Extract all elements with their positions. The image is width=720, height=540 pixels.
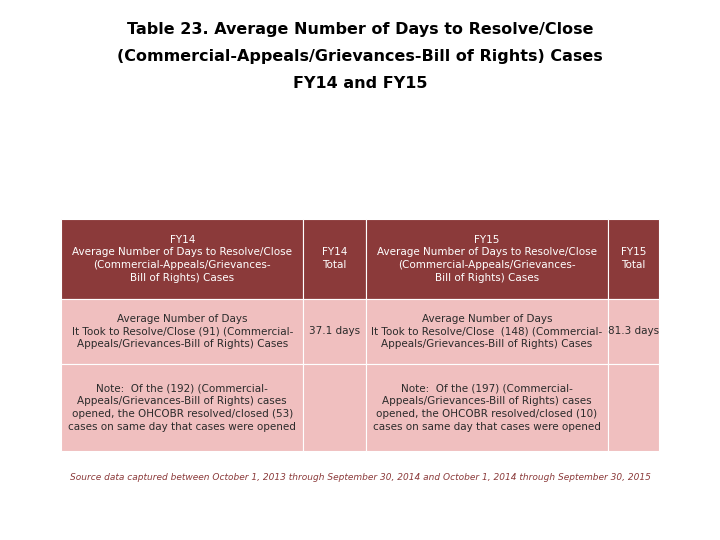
Text: 37.1 days: 37.1 days [309, 326, 360, 336]
Bar [608, 219, 659, 299]
Bar [61, 364, 303, 451]
Text: 81.3 days: 81.3 days [608, 326, 659, 336]
Bar [303, 299, 366, 364]
Text: Source data captured between October 1, 2013 through September 30, 2014 and Octo: Source data captured between October 1, … [70, 474, 650, 482]
Bar [61, 219, 303, 299]
Text: (Commercial-Appeals/Grievances-Bill of Rights) Cases: (Commercial-Appeals/Grievances-Bill of R… [117, 49, 603, 64]
Text: Average Number of Days
It Took to Resolve/Close (91) (Commercial-
Appeals/Grieva: Average Number of Days It Took to Resolv… [71, 314, 293, 349]
Bar [608, 299, 659, 364]
Bar [366, 299, 608, 364]
Text: Table 23. Average Number of Days to Resolve/Close: Table 23. Average Number of Days to Reso… [127, 22, 593, 37]
Bar [303, 219, 366, 299]
Text: FY14
Total: FY14 Total [322, 247, 347, 270]
Text: FY14 and FY15: FY14 and FY15 [293, 76, 427, 91]
Text: FY14
Average Number of Days to Resolve/Close
(Commercial-Appeals/Grievances-
Bil: FY14 Average Number of Days to Resolve/C… [72, 234, 292, 283]
Bar [608, 364, 659, 451]
Bar [366, 364, 608, 451]
Bar [61, 299, 303, 364]
Text: Note:  Of the (197) (Commercial-
Appeals/Grievances-Bill of Rights) cases
opened: Note: Of the (197) (Commercial- Appeals/… [373, 383, 601, 431]
Text: FY15
Average Number of Days to Resolve/Close
(Commercial-Appeals/Grievances-
Bil: FY15 Average Number of Days to Resolve/C… [377, 234, 597, 283]
Text: Average Number of Days
It Took to Resolve/Close  (148) (Commercial-
Appeals/Grie: Average Number of Days It Took to Resolv… [372, 314, 603, 349]
Text: FY15
Total: FY15 Total [621, 247, 646, 270]
Text: Note:  Of the (192) (Commercial-
Appeals/Grievances-Bill of Rights) cases
opened: Note: Of the (192) (Commercial- Appeals/… [68, 383, 296, 431]
Bar [366, 219, 608, 299]
Bar [303, 364, 366, 451]
